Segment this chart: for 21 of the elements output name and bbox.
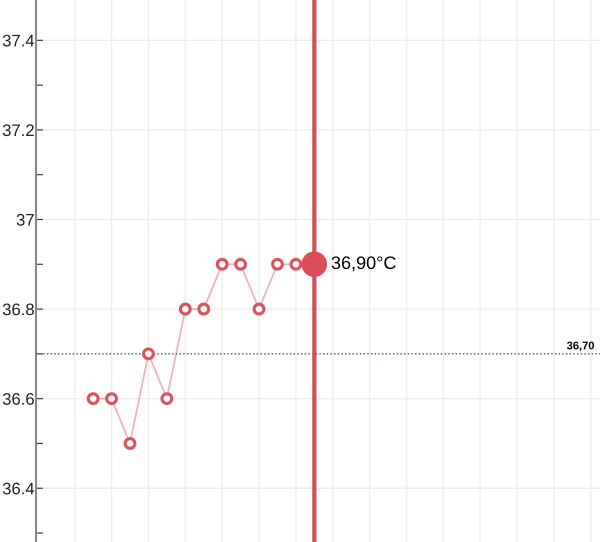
point <box>178 302 192 316</box>
y-tick-label: 36.8 <box>2 303 34 316</box>
point <box>271 258 284 271</box>
y-tick-label: 36.4 <box>2 482 34 494</box>
y-tick-label: 37.4 <box>2 34 34 47</box>
y-tick-label: 36.6 <box>2 393 34 405</box>
point <box>302 252 328 278</box>
point <box>252 302 266 316</box>
point <box>142 347 155 360</box>
point <box>105 392 118 406</box>
point <box>216 258 229 271</box>
annotation: 36,90°C <box>332 256 396 272</box>
point <box>160 392 174 406</box>
point <box>124 437 136 450</box>
point <box>289 258 302 271</box>
point <box>234 258 247 271</box>
y-tick-label: 37 <box>16 214 34 226</box>
point <box>197 302 210 316</box>
y-tick-label: 37.2 <box>2 124 34 136</box>
ref-line-label: 36,70 <box>566 342 594 352</box>
point <box>86 392 100 406</box>
